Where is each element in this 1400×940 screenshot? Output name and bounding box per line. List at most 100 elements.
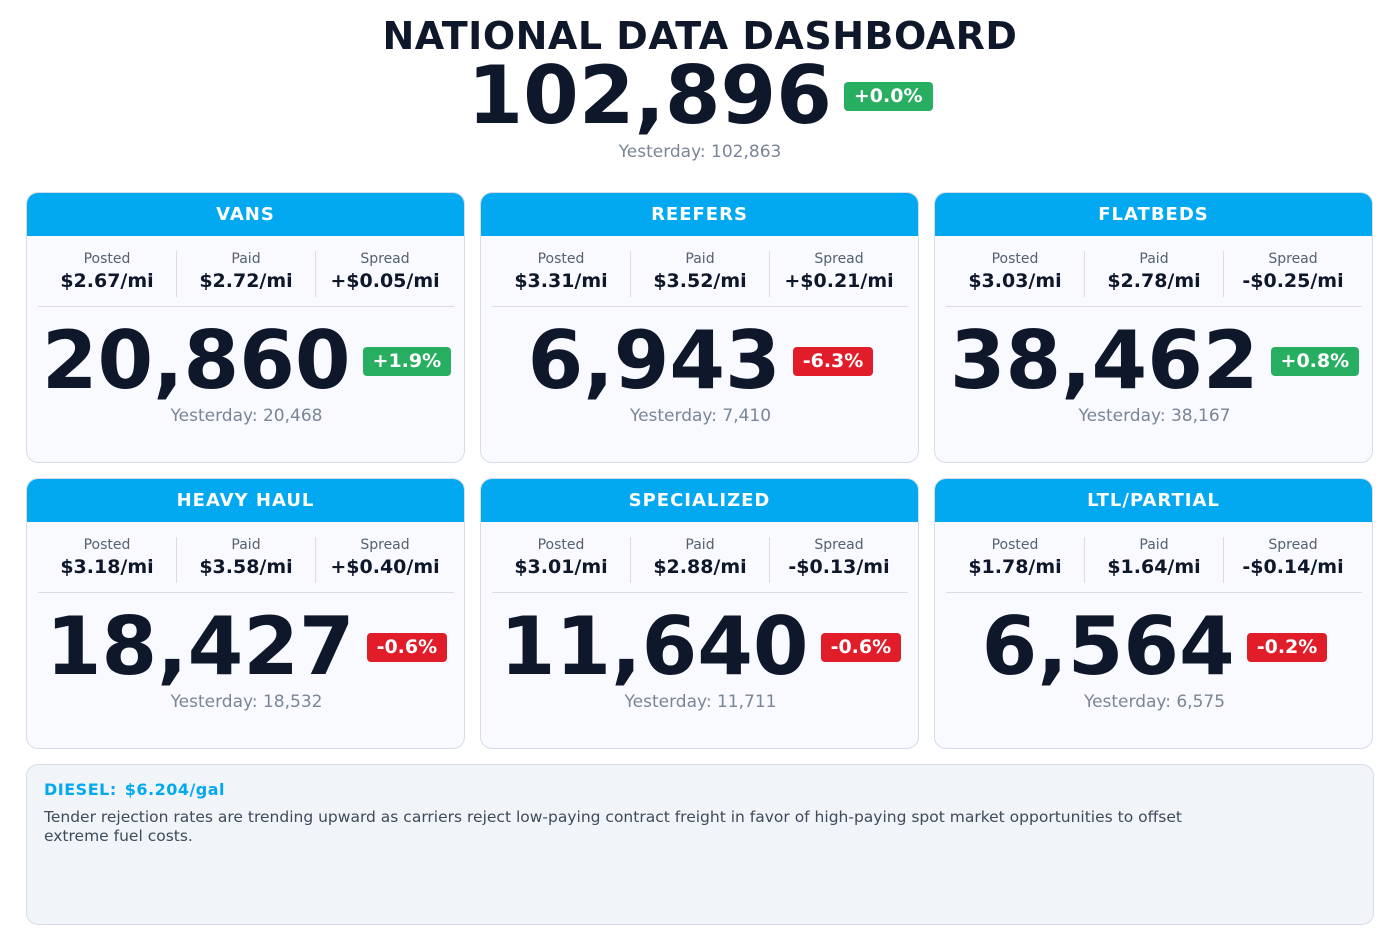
change-badge: -0.6%	[820, 632, 902, 662]
card-heavy-haul: HEAVY HAUL Posted $3.18/mi Paid $3.58/mi…	[26, 478, 465, 749]
paid-label: Paid	[685, 537, 715, 553]
paid-metric: Paid $3.52/mi	[631, 251, 770, 297]
total-yesterday: Yesterday: 102,863	[618, 142, 782, 162]
posted-label: Posted	[537, 251, 585, 267]
spread-value: -$0.14/mi	[1242, 556, 1344, 578]
divider	[38, 306, 454, 307]
change-badge: -0.6%	[366, 632, 448, 662]
count-row: 38,462 +0.8%	[935, 314, 1372, 407]
card-metrics: Posted $3.18/mi Paid $3.58/mi Spread +$0…	[38, 537, 454, 583]
card-specialized: SPECIALIZED Posted $3.01/mi Paid $2.88/m…	[480, 478, 919, 749]
change-badge: +0.8%	[1270, 346, 1360, 376]
card-title: LTL/PARTIAL	[935, 479, 1372, 522]
card-metrics: Posted $3.31/mi Paid $3.52/mi Spread +$0…	[492, 251, 908, 297]
card-metrics: Posted $3.01/mi Paid $2.88/mi Spread -$0…	[492, 537, 908, 583]
paid-metric: Paid $3.58/mi	[177, 537, 316, 583]
total-row: 102,896 +0.0%	[0, 50, 1400, 142]
load-count: 6,564	[981, 600, 1235, 693]
market-note: Tender rejection rates are trending upwa…	[44, 808, 1182, 845]
posted-label: Posted	[83, 537, 131, 553]
yesterday-count: Yesterday: 20,468	[170, 406, 323, 426]
paid-value: $3.52/mi	[653, 270, 747, 292]
card-title: REEFERS	[481, 193, 918, 236]
posted-metric: Posted $3.01/mi	[492, 537, 631, 583]
card-title: FLATBEDS	[935, 193, 1372, 236]
paid-value: $1.64/mi	[1107, 556, 1201, 578]
diesel-label: DIESEL:	[44, 780, 117, 799]
card-metrics: Posted $3.03/mi Paid $2.78/mi Spread -$0…	[946, 251, 1362, 297]
spread-metric: Spread -$0.13/mi	[770, 537, 908, 583]
count-row: 20,860 +1.9%	[27, 314, 464, 407]
card-flatbeds: FLATBEDS Posted $3.03/mi Paid $2.78/mi S…	[934, 192, 1373, 463]
spread-metric: Spread +$0.21/mi	[770, 251, 908, 297]
spread-value: -$0.13/mi	[788, 556, 890, 578]
divider	[38, 592, 454, 593]
load-count: 11,640	[499, 600, 809, 693]
paid-label: Paid	[685, 251, 715, 267]
paid-value: $2.88/mi	[653, 556, 747, 578]
card-title: SPECIALIZED	[481, 479, 918, 522]
posted-metric: Posted $2.67/mi	[38, 251, 177, 297]
posted-metric: Posted $3.18/mi	[38, 537, 177, 583]
card-metrics: Posted $1.78/mi Paid $1.64/mi Spread -$0…	[946, 537, 1362, 583]
spread-label: Spread	[360, 251, 410, 267]
spread-value: +$0.05/mi	[330, 270, 440, 292]
change-badge: -0.2%	[1246, 632, 1328, 662]
spread-label: Spread	[360, 537, 410, 553]
change-badge: +1.9%	[362, 346, 452, 376]
card-vans: VANS Posted $2.67/mi Paid $2.72/mi Sprea…	[26, 192, 465, 463]
paid-metric: Paid $2.88/mi	[631, 537, 770, 583]
load-count: 6,943	[527, 314, 781, 407]
load-count: 38,462	[949, 314, 1259, 407]
card-reefers: REEFERS Posted $3.31/mi Paid $3.52/mi Sp…	[480, 192, 919, 463]
market-note-panel: DIESEL: $6.204/gal Tender rejection rates…	[26, 764, 1374, 925]
load-count: 20,860	[41, 314, 351, 407]
spread-label: Spread	[814, 251, 864, 267]
count-row: 18,427 -0.6%	[27, 600, 464, 693]
count-row: 11,640 -0.6%	[481, 600, 918, 693]
card-title: HEAVY HAUL	[27, 479, 464, 522]
change-badge: -6.3%	[792, 346, 874, 376]
spread-value: -$0.25/mi	[1242, 270, 1344, 292]
posted-metric: Posted $1.78/mi	[946, 537, 1085, 583]
posted-value: $1.78/mi	[968, 556, 1062, 578]
spread-metric: Spread +$0.05/mi	[316, 251, 454, 297]
posted-value: $3.31/mi	[514, 270, 608, 292]
posted-value: $2.67/mi	[60, 270, 154, 292]
posted-label: Posted	[83, 251, 131, 267]
posted-metric: Posted $3.03/mi	[946, 251, 1085, 297]
spread-metric: Spread -$0.14/mi	[1224, 537, 1362, 583]
paid-label: Paid	[231, 537, 261, 553]
paid-value: $2.72/mi	[199, 270, 293, 292]
diesel-value: $6.204/gal	[124, 780, 226, 799]
count-row: 6,943 -6.3%	[481, 314, 918, 407]
yesterday-count: Yesterday: 6,575	[1083, 692, 1226, 712]
spread-label: Spread	[1268, 251, 1318, 267]
diesel-price: DIESEL: $6.204/gal	[44, 780, 233, 799]
posted-value: $3.01/mi	[514, 556, 608, 578]
load-count: 18,427	[45, 600, 355, 693]
spread-value: +$0.40/mi	[330, 556, 440, 578]
paid-metric: Paid $2.78/mi	[1085, 251, 1224, 297]
paid-metric: Paid $2.72/mi	[177, 251, 316, 297]
spread-value: +$0.21/mi	[784, 270, 894, 292]
spread-label: Spread	[1268, 537, 1318, 553]
posted-label: Posted	[991, 251, 1039, 267]
posted-metric: Posted $3.31/mi	[492, 251, 631, 297]
divider	[492, 306, 908, 307]
yesterday-count: Yesterday: 11,711	[624, 692, 777, 712]
yesterday-count: Yesterday: 7,410	[629, 406, 772, 426]
divider	[946, 592, 1362, 593]
yesterday-count: Yesterday: 18,532	[170, 692, 323, 712]
spread-label: Spread	[814, 537, 864, 553]
spread-metric: Spread -$0.25/mi	[1224, 251, 1362, 297]
paid-label: Paid	[1139, 537, 1169, 553]
page-title: NATIONAL DATA DASHBOARD	[382, 14, 1018, 58]
count-row: 6,564 -0.2%	[935, 600, 1372, 693]
divider	[492, 592, 908, 593]
card-metrics: Posted $2.67/mi Paid $2.72/mi Spread +$0…	[38, 251, 454, 297]
posted-value: $3.18/mi	[60, 556, 154, 578]
total-change-badge: +0.0%	[843, 81, 933, 111]
card-title: VANS	[27, 193, 464, 236]
paid-metric: Paid $1.64/mi	[1085, 537, 1224, 583]
